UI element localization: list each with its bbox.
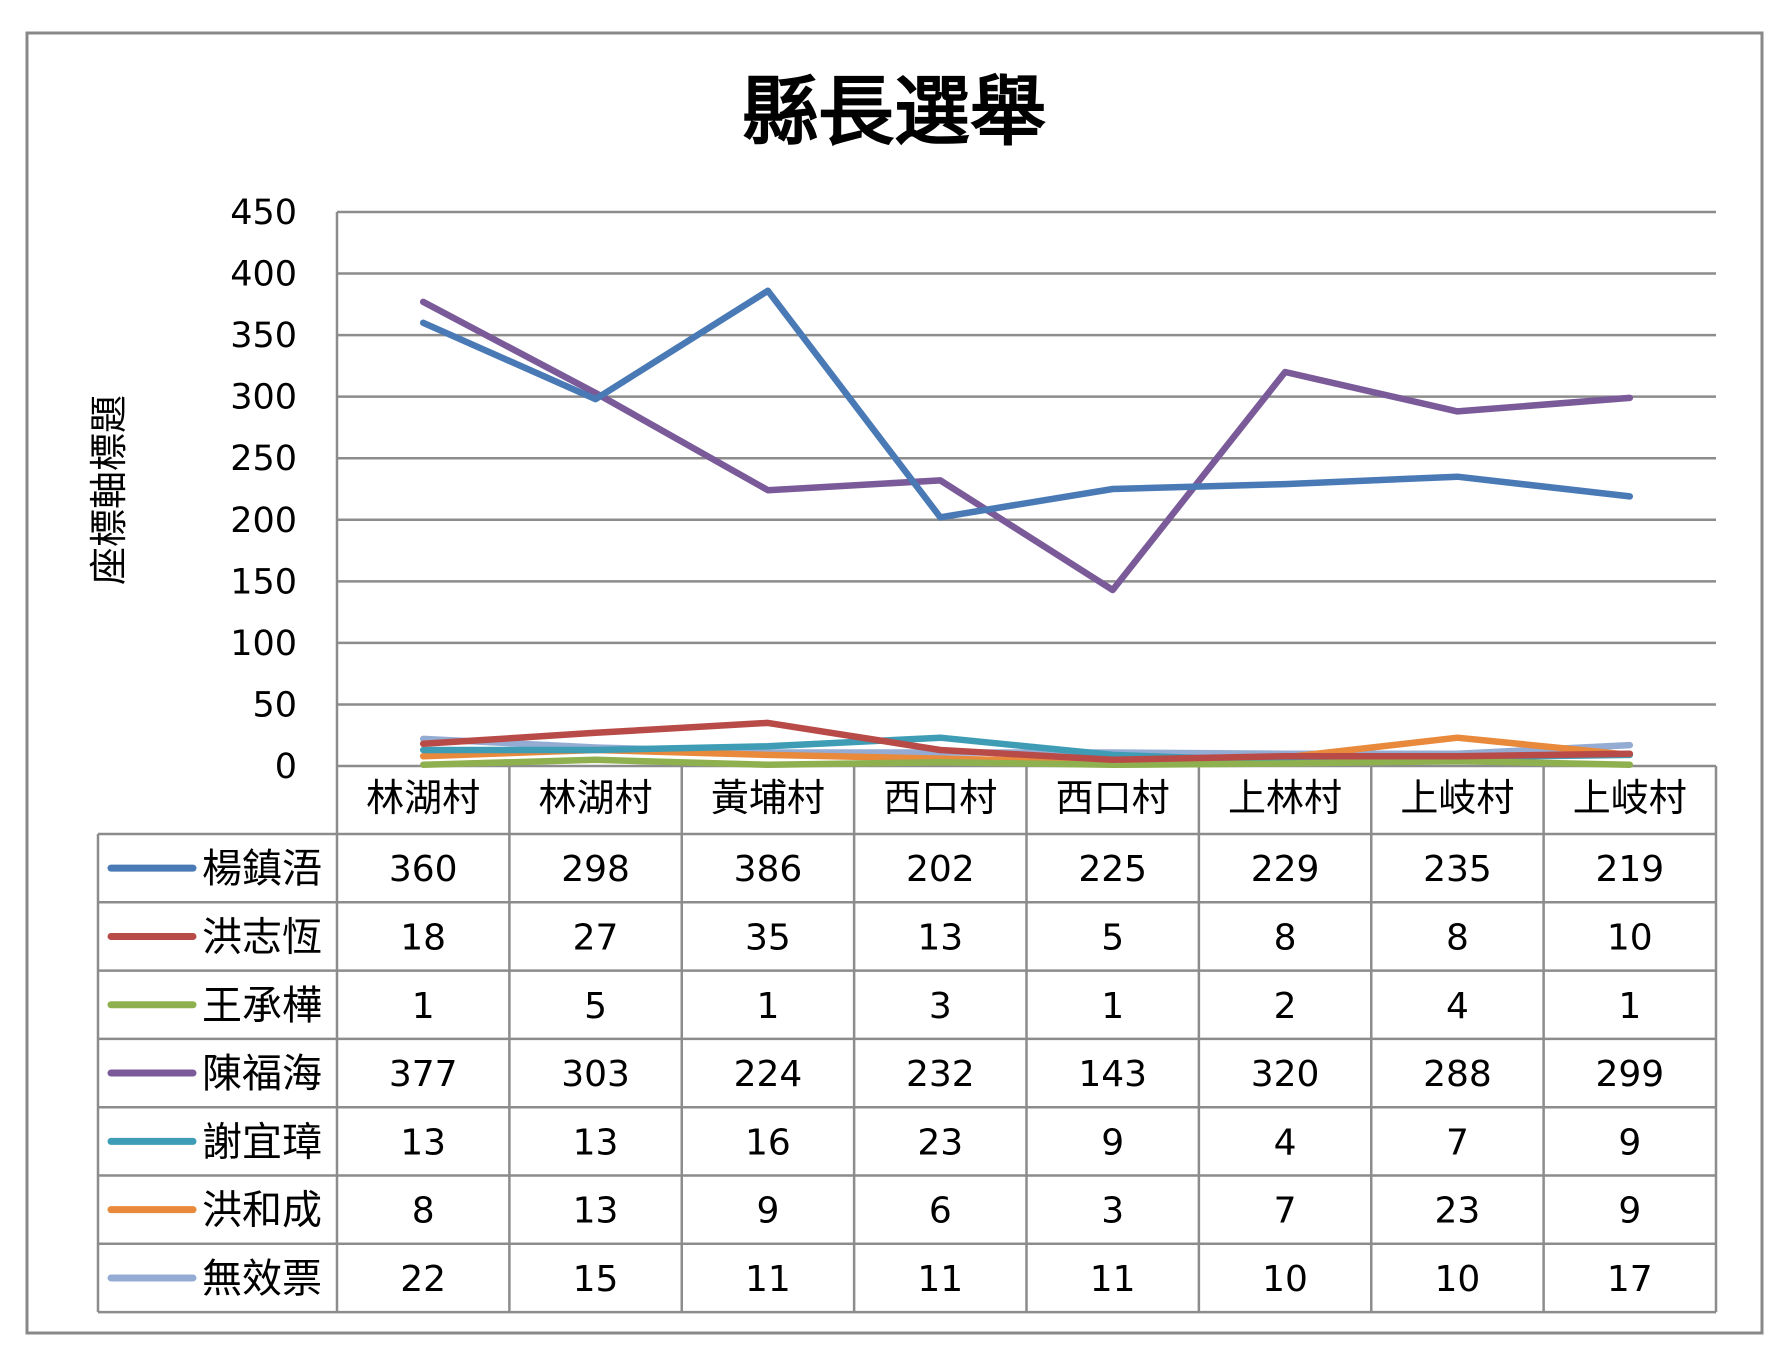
data-cell: 23 [1435, 1191, 1481, 1232]
gridlines [335, 210, 1716, 768]
x-tick-label: 西口村 [883, 776, 997, 820]
data-cell: 9 [1101, 1122, 1124, 1163]
data-cell: 202 [906, 849, 975, 890]
data-cell: 10 [1262, 1259, 1308, 1300]
data-cell: 303 [561, 1054, 630, 1095]
series-lines [419, 287, 1634, 769]
data-cell: 5 [1101, 917, 1124, 958]
data-cell: 8 [1446, 917, 1469, 958]
x-tick-label: 西口村 [1056, 776, 1170, 820]
legend-series-name: 謝宜璋 [202, 1119, 322, 1165]
data-cell: 219 [1595, 849, 1664, 890]
y-tick-label: 100 [230, 624, 297, 664]
y-tick-label: 250 [230, 439, 297, 479]
data-cell: 298 [561, 849, 630, 890]
x-tick-label: 上岐村 [1400, 776, 1514, 820]
series-line [419, 719, 1634, 764]
data-cell: 5 [584, 986, 607, 1027]
y-tick-label: 0 [275, 747, 297, 787]
data-cell: 11 [745, 1259, 791, 1300]
data-cell: 360 [389, 849, 458, 890]
y-axis-label: 座標軸標題 [87, 395, 131, 585]
data-cell: 7 [1274, 1191, 1297, 1232]
data-cell: 22 [400, 1259, 446, 1300]
data-cell: 3 [929, 986, 952, 1027]
data-cell: 8 [412, 1191, 435, 1232]
series-line [419, 287, 1634, 521]
data-cell: 8 [1274, 917, 1297, 958]
data-cell: 1 [756, 986, 779, 1027]
data-cell: 229 [1251, 849, 1320, 890]
data-cell: 16 [745, 1122, 791, 1163]
data-cell: 320 [1251, 1054, 1320, 1095]
y-tick-label: 150 [230, 562, 297, 602]
legend-series-name: 王承樺 [202, 983, 322, 1029]
data-cell: 18 [400, 917, 446, 958]
legend-series-name: 洪志恆 [202, 914, 322, 960]
data-cell: 35 [745, 917, 791, 958]
data-cell: 10 [1435, 1259, 1481, 1300]
data-cell: 13 [400, 1122, 446, 1163]
series-line [419, 298, 1634, 594]
data-cell: 143 [1078, 1054, 1147, 1095]
data-cell: 4 [1274, 1122, 1297, 1163]
series-line [419, 756, 1634, 769]
data-cell: 27 [573, 917, 619, 958]
data-cell: 13 [573, 1191, 619, 1232]
legend-series-name: 洪和成 [202, 1188, 322, 1234]
data-cell: 299 [1595, 1054, 1664, 1095]
legend-series-name: 無效票 [202, 1256, 322, 1302]
x-tick-label: 黃埔村 [711, 776, 825, 820]
data-cell: 288 [1423, 1054, 1492, 1095]
data-cell: 225 [1078, 849, 1147, 890]
x-tick-label: 上岐村 [1573, 776, 1687, 820]
data-cell: 377 [389, 1054, 458, 1095]
data-cell: 13 [917, 917, 963, 958]
y-tick-label: 50 [252, 685, 297, 725]
data-cell: 11 [1090, 1259, 1136, 1300]
data-cell: 17 [1607, 1259, 1653, 1300]
data-cell: 9 [756, 1191, 779, 1232]
data-cell: 1 [1618, 986, 1641, 1027]
data-cell: 2 [1274, 986, 1297, 1027]
data-cell: 235 [1423, 849, 1492, 890]
data-cell: 11 [917, 1259, 963, 1300]
y-tick-label: 400 [230, 255, 297, 295]
y-tick-label: 200 [230, 501, 297, 541]
x-tick-label: 林湖村 [366, 776, 480, 820]
chart-title: 縣長選舉 [742, 67, 1046, 156]
y-tick-labels: 0 50 100 150 200 250 300 350 400 450 [230, 193, 297, 787]
data-cell: 13 [573, 1122, 619, 1163]
data-cell: 7 [1446, 1122, 1469, 1163]
data-cell: 4 [1446, 986, 1469, 1027]
y-tick-label: 300 [230, 378, 297, 418]
chart-border [25, 31, 1764, 1335]
data-cell: 224 [734, 1054, 803, 1095]
data-cell: 1 [1101, 986, 1124, 1027]
data-cell: 1 [412, 986, 435, 1027]
x-tick-label: 上林村 [1228, 776, 1342, 820]
x-tick-label: 林湖村 [539, 776, 653, 820]
data-cell: 9 [1618, 1122, 1641, 1163]
data-cell: 23 [917, 1122, 963, 1163]
legend-series-name: 楊鎮浯 [202, 846, 322, 892]
data-cell: 386 [734, 849, 803, 890]
data-cell: 9 [1618, 1191, 1641, 1232]
data-cell: 6 [929, 1191, 952, 1232]
y-tick-label: 450 [230, 193, 297, 233]
y-tick-label: 350 [230, 316, 297, 356]
data-cell: 10 [1607, 917, 1653, 958]
data-cell: 232 [906, 1054, 975, 1095]
data-cell: 15 [573, 1259, 619, 1300]
data-cell: 3 [1101, 1191, 1124, 1232]
legend-series-name: 陳福海 [202, 1051, 322, 1097]
